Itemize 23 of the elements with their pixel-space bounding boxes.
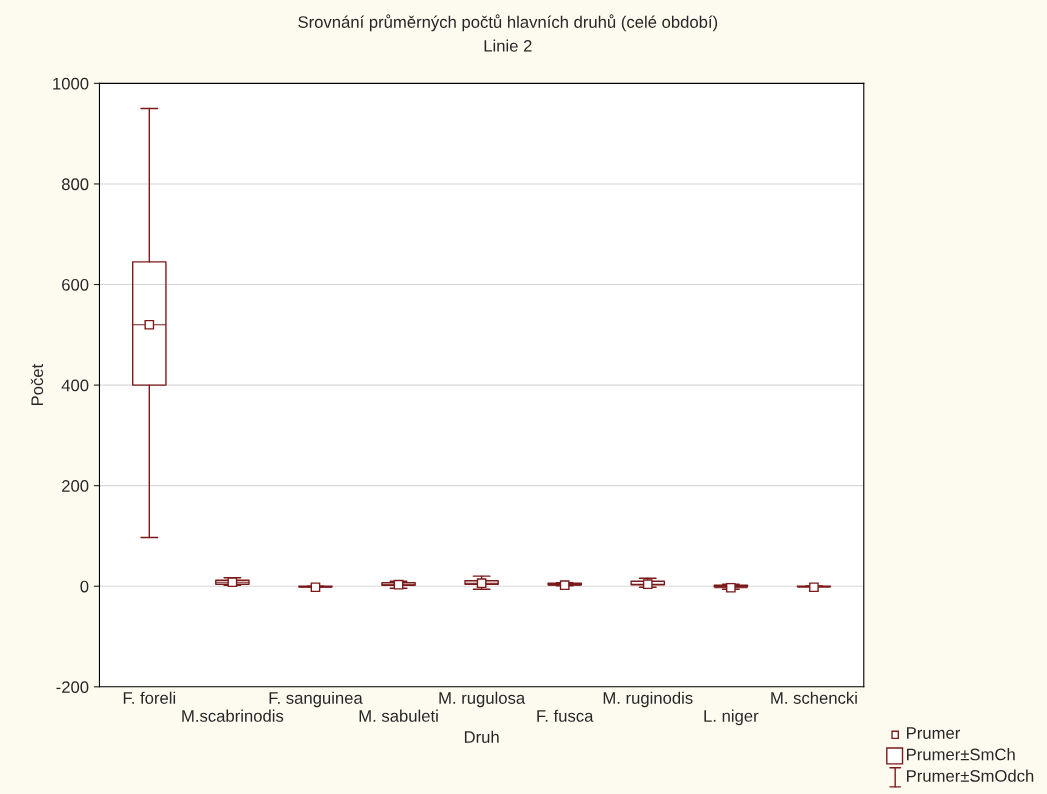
chart-subtitle: Linie 2: [484, 39, 532, 52]
text: Prumer±SmOdch: [907, 769, 1034, 782]
x-tick-label: M.scabrinodis: [182, 709, 284, 722]
x-tick-label: M. sabuleti: [359, 709, 438, 722]
x-tick-label: M. ruginodis: [603, 691, 693, 708]
y-tick-label: 0: [80, 580, 89, 593]
x-tick-label: L. niger: [704, 709, 759, 726]
x-tick-label: F. sanguinea: [269, 691, 363, 708]
y-tick-label: 600: [62, 278, 89, 291]
text: Prumer±SmCh: [907, 748, 1015, 761]
y-tick-label: -200: [56, 681, 89, 694]
x-tick-label: F. fusca: [537, 709, 594, 722]
y-tick-label: 400: [61, 379, 89, 392]
chart-title: Srovnání průměrných počtů hlavních druhů (celé období): [298, 14, 718, 32]
y-axis-title: Počet: [30, 363, 44, 406]
x-tick-label: M. rugulosa: [439, 691, 526, 708]
x-axis-title: Druh: [464, 730, 499, 743]
x-tick-label: M. schencki: [771, 691, 857, 704]
text: Prumer: [907, 727, 961, 739]
x-tick-label: F. foreli: [123, 691, 176, 704]
y-tick-label: 200: [62, 480, 89, 492]
y-tick-label: 800: [61, 178, 89, 191]
y-tick-label: 1000: [53, 77, 89, 90]
